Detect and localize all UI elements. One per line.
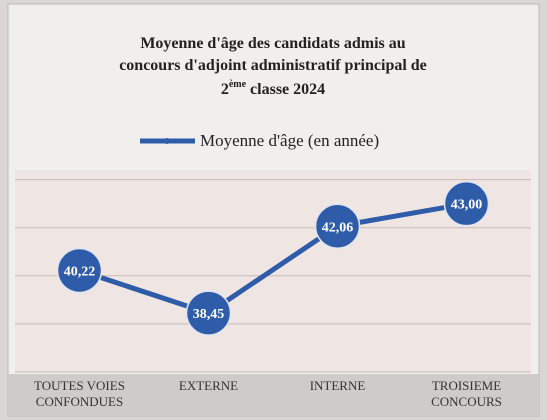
- x-tick-label: EXTERNE: [178, 378, 239, 393]
- category-strip: [8, 374, 539, 416]
- x-tick-label: TOUTES VOIES CONFONDUES: [34, 378, 125, 409]
- chart-title: classe 2024: [246, 81, 325, 98]
- chart-title: ème: [229, 79, 247, 90]
- chart-title: 2: [221, 81, 229, 98]
- chart-title: 2ème classe 2024: [221, 79, 325, 98]
- data-label: 40,22: [64, 265, 96, 280]
- data-label: 43,00: [451, 198, 483, 213]
- line: [78, 201, 467, 316]
- legend: Moyenne d'âge (en année): [140, 131, 379, 150]
- chart-title: Moyenne d'âge des candidats admis au: [140, 35, 405, 52]
- chart-title: concours d'adjoint administratif princip…: [119, 57, 427, 74]
- legend-label: Moyenne d'âge (en année): [200, 131, 379, 150]
- point: [56, 247, 103, 294]
- point: [443, 180, 490, 227]
- data-label: 42,06: [322, 220, 354, 235]
- data-label: 38,45: [193, 307, 225, 322]
- point: [314, 203, 361, 250]
- x-tick-label: TROISIEME CONCOURS: [431, 378, 502, 409]
- legend-swatch: [164, 138, 170, 144]
- x-tick-label: INTERNE: [309, 378, 366, 393]
- point: [185, 290, 232, 336]
